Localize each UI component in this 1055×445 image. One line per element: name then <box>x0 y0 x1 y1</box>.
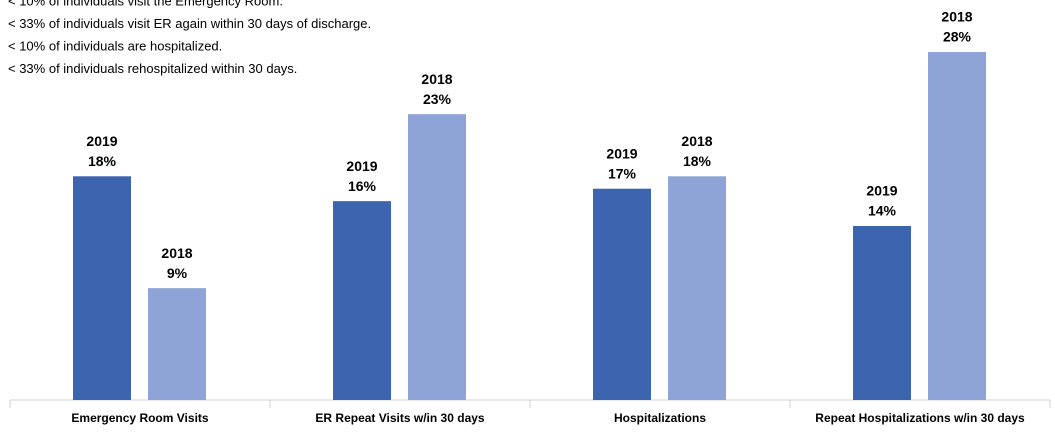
data-label-series: 2018 <box>421 71 452 87</box>
x-tick-label: ER Repeat Visits w/in 30 days <box>315 411 485 425</box>
annotation: < 10% of individuals are hospitalized. <box>8 38 222 53</box>
bar <box>853 226 911 400</box>
bar <box>333 201 391 400</box>
data-label: 9% <box>167 265 188 281</box>
x-tick-label: Repeat Hospitalizations w/in 30 days <box>815 411 1025 425</box>
data-label: 14% <box>868 203 897 219</box>
data-label: 23% <box>423 91 452 107</box>
x-tick-label: Hospitalizations <box>614 411 706 425</box>
annotation: < 33% of individuals rehospitalized with… <box>8 61 297 76</box>
data-label: 17% <box>608 165 637 181</box>
data-label-series: 2018 <box>681 133 712 149</box>
data-label-series: 2019 <box>346 158 377 174</box>
bar <box>408 114 466 401</box>
data-label-series: 2019 <box>86 133 117 149</box>
data-label-series: 2019 <box>866 183 897 199</box>
x-tick-label: Emergency Room Visits <box>71 411 208 425</box>
data-label-series: 2019 <box>606 145 637 161</box>
bar <box>148 288 206 400</box>
data-label-series: 2018 <box>941 9 972 25</box>
data-label: 16% <box>348 178 377 194</box>
annotation: < 10% of individuals visit the Emergency… <box>8 0 283 8</box>
annotation: < 33% of individuals visit ER again with… <box>8 16 371 31</box>
bar <box>928 52 986 400</box>
data-label-series: 2018 <box>161 245 192 261</box>
bar <box>668 176 726 400</box>
data-label: 18% <box>683 153 712 169</box>
bar <box>73 176 131 400</box>
data-label: 18% <box>88 153 117 169</box>
bar <box>593 188 651 400</box>
data-label: 28% <box>943 29 972 45</box>
